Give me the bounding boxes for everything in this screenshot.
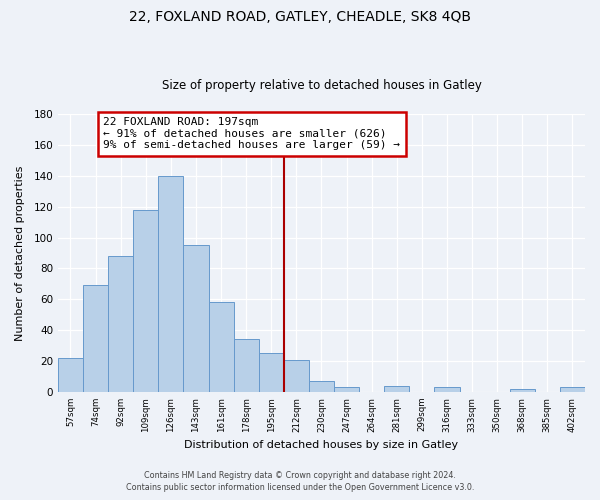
- Bar: [560, 388, 585, 392]
- Y-axis label: Number of detached properties: Number of detached properties: [15, 166, 25, 340]
- Bar: [83, 286, 108, 392]
- Bar: [209, 302, 233, 392]
- X-axis label: Distribution of detached houses by size in Gatley: Distribution of detached houses by size …: [184, 440, 458, 450]
- Bar: [309, 381, 334, 392]
- Bar: [108, 256, 133, 392]
- Bar: [133, 210, 158, 392]
- Text: 22, FOXLAND ROAD, GATLEY, CHEADLE, SK8 4QB: 22, FOXLAND ROAD, GATLEY, CHEADLE, SK8 4…: [129, 10, 471, 24]
- Bar: [434, 388, 460, 392]
- Bar: [284, 360, 309, 392]
- Text: 22 FOXLAND ROAD: 197sqm
← 91% of detached houses are smaller (626)
9% of semi-de: 22 FOXLAND ROAD: 197sqm ← 91% of detache…: [103, 117, 400, 150]
- Bar: [58, 358, 83, 392]
- Text: Contains HM Land Registry data © Crown copyright and database right 2024.
Contai: Contains HM Land Registry data © Crown c…: [126, 471, 474, 492]
- Bar: [510, 389, 535, 392]
- Bar: [259, 354, 284, 392]
- Bar: [233, 340, 259, 392]
- Bar: [384, 386, 409, 392]
- Bar: [184, 245, 209, 392]
- Bar: [158, 176, 184, 392]
- Bar: [334, 388, 359, 392]
- Title: Size of property relative to detached houses in Gatley: Size of property relative to detached ho…: [161, 79, 481, 92]
